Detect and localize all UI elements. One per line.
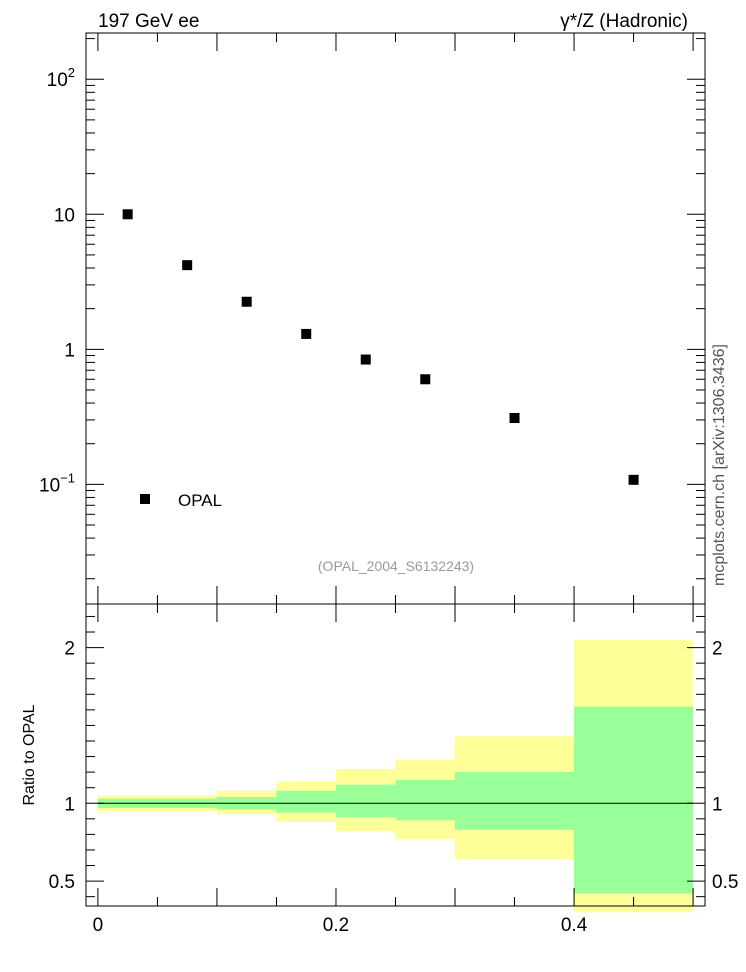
ratio-inner-band-4 [395, 779, 456, 821]
legend-label: OPAL [178, 491, 222, 510]
legend-marker [140, 494, 150, 504]
ratio-inner-band-2 [276, 790, 336, 813]
ratio-y-tick-label: 2 [64, 639, 75, 660]
ratio-y-tick-label: 1 [64, 794, 75, 815]
data-point [241, 296, 252, 307]
main-y-tick-label: 102 [47, 65, 75, 91]
main-y-tick-label: 10−1 [39, 470, 75, 496]
ratio-plot-panel: 0 0.2 0.4 0.5 0.5 1 1 2 2 Ratio to OPAL [21, 603, 738, 936]
data-point [360, 354, 371, 365]
data-point [628, 474, 639, 485]
header-right-label: γ*/Z (Hadronic) [560, 11, 688, 32]
x-tick-label: 0.2 [323, 915, 349, 936]
data-point [182, 260, 193, 271]
ratio-y-axis-label: Ratio to OPAL [21, 704, 38, 805]
data-point [420, 374, 431, 385]
ratio-y-tick-label: 0.5 [49, 872, 75, 893]
ratio-inner-band-3 [335, 784, 396, 818]
main-frame [85, 32, 706, 605]
ratio-inner-band-5 [455, 772, 575, 830]
data-point [122, 209, 133, 220]
main-y-tick-label: 10 [54, 205, 75, 226]
analysis-id-annotation: (OPAL_2004_S6132243) [318, 558, 474, 574]
x-tick-label: 0 [93, 915, 104, 936]
data-point [509, 412, 520, 423]
header-left-label: 197 GeV ee [98, 11, 199, 32]
x-tick-label: 0.4 [561, 915, 588, 936]
ratio-inner-band-6 [574, 706, 694, 894]
main-y-tick-label-exponent: −1 [60, 470, 75, 485]
ratio-y-tick-label-right: 2 [712, 639, 723, 660]
main-y-tick-label-base: 10 [47, 70, 68, 91]
main-y-tick-label-base: 10 [39, 475, 60, 496]
main-y-tick-label-exponent: 2 [68, 65, 75, 80]
ratio-y-tick-label-right: 0.5 [712, 872, 738, 893]
ratio-y-tick-label-right: 1 [712, 794, 723, 815]
main-y-tick-label: 1 [64, 340, 75, 361]
data-point [301, 328, 312, 339]
side-credit-label: mcplots.cern.ch [arXiv:1306.3436] [711, 344, 728, 586]
